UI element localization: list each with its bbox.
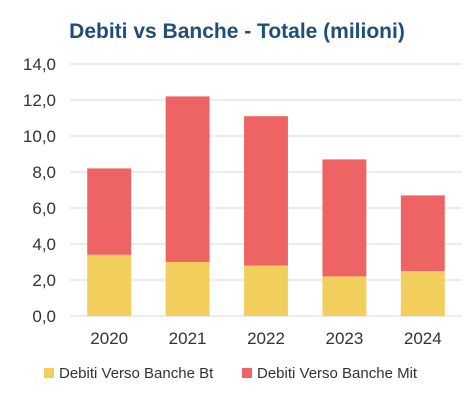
- bar-mit: [322, 159, 367, 277]
- bar-mit: [87, 168, 132, 255]
- x-tick-label: 2023: [325, 329, 363, 348]
- x-tick-label: 2022: [247, 329, 285, 348]
- legend-swatch: [242, 368, 252, 378]
- bar-mit: [165, 96, 210, 263]
- legend: Debiti Verso Banche Bt Debiti Verso Banch…: [44, 365, 418, 382]
- bar-mit: [400, 195, 445, 271]
- y-tick-label: 12,0: [23, 91, 56, 110]
- y-tick-label: 10,0: [23, 127, 56, 146]
- legend-label: Debiti Verso Banche Bt: [59, 365, 214, 382]
- y-tick-label: 0,0: [32, 307, 56, 326]
- x-tick-label: 2021: [169, 329, 207, 348]
- y-tick-label: 6,0: [32, 199, 56, 218]
- chart-title: Debiti vs Banche - Totale (milioni): [69, 20, 405, 43]
- legend-label: Debiti Verso Banche Mit: [257, 365, 418, 382]
- y-tick-label: 2,0: [32, 271, 56, 290]
- bar-mit: [244, 116, 288, 266]
- x-tick-label: 2020: [90, 329, 128, 348]
- y-tick-label: 4,0: [32, 235, 56, 254]
- bar-bt: [165, 262, 210, 316]
- bar-bt: [87, 254, 132, 316]
- x-axis-ticks: 2020 2021 2022 2023 2024: [90, 329, 441, 348]
- y-tick-label: 8,0: [32, 163, 56, 182]
- bars: [87, 96, 445, 316]
- legend-swatch: [44, 368, 54, 378]
- bar-bt: [400, 271, 445, 316]
- y-tick-label: 14,0: [23, 55, 56, 74]
- x-tick-label: 2024: [404, 329, 442, 348]
- bar-bt: [244, 265, 288, 316]
- y-axis-ticks: 0,0 2,0 4,0 6,0 8,0 10,0 12,0 14,0: [23, 55, 56, 326]
- bar-bt: [322, 276, 367, 316]
